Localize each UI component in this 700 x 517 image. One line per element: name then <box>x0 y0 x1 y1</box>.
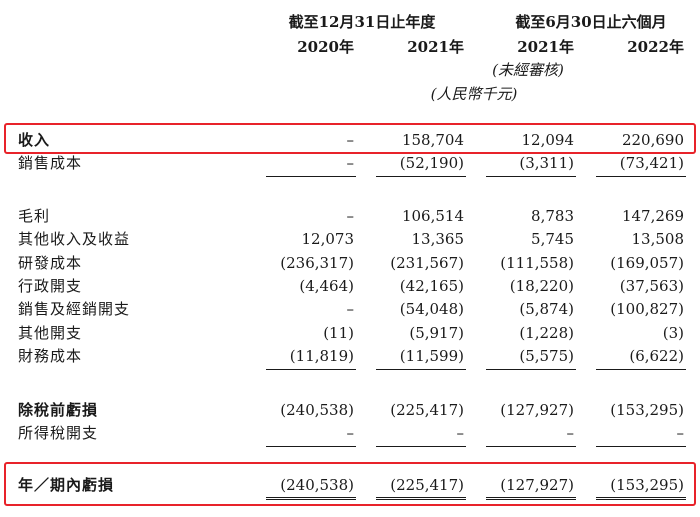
cell-gross-profit-2022h1: 147,269 <box>621 207 684 225</box>
cell-cost-of-sales-2022h1: (73,421) <box>619 154 684 172</box>
cell-other-income-2020: 12,073 <box>301 230 355 248</box>
total-double-rule <box>486 497 576 500</box>
cell-cost-of-sales-2020: – <box>346 154 355 172</box>
cell-loss-for-period-2020: (240,538) <box>280 476 354 494</box>
cell-selling-distribution-2020: – <box>346 300 355 318</box>
row-label-rnd-costs: 研發成本 <box>18 254 83 272</box>
subtotal-rule <box>596 369 686 370</box>
row-label-income-tax: 所得稅開支 <box>18 424 99 442</box>
cell-finance-costs-2021: (11,599) <box>399 347 464 365</box>
cell-rnd-costs-2021h1: (111,558) <box>500 254 574 272</box>
subtotal-rule <box>376 369 466 370</box>
cell-income-tax-2020: – <box>346 424 355 442</box>
cell-loss-before-tax-2021h1: (127,927) <box>500 401 574 419</box>
cell-revenue-2021h1: 12,094 <box>521 131 575 149</box>
header-six-months-ended-jun30: 截至6月30日止六個月 <box>515 13 667 31</box>
highlight-loss-row <box>4 462 696 506</box>
highlight-revenue-row <box>4 123 696 154</box>
subtotal-rule <box>486 369 576 370</box>
subtotal-rule <box>266 176 356 177</box>
row-label-admin-expenses: 行政開支 <box>18 277 83 295</box>
total-double-rule <box>266 497 356 500</box>
header-year-2020: 2020年 <box>297 38 354 56</box>
cell-selling-distribution-2022h1: (100,827) <box>610 300 684 318</box>
cell-finance-costs-2021h1: (5,575) <box>519 347 574 365</box>
header-year-2021-interim: 2021年 <box>517 38 574 56</box>
cell-loss-for-period-2021h1: (127,927) <box>500 476 574 494</box>
row-label-other-expenses: 其他開支 <box>18 324 83 342</box>
subtotal-rule <box>596 176 686 177</box>
row-label-selling-distribution: 銷售及經銷開支 <box>18 300 131 318</box>
header-year-2021-annual: 2021年 <box>407 38 464 56</box>
cell-other-income-2021: 13,365 <box>411 230 465 248</box>
cell-selling-distribution-2021: (54,048) <box>399 300 464 318</box>
cell-gross-profit-2021h1: 8,783 <box>531 207 574 225</box>
cell-admin-expenses-2020: (4,464) <box>299 277 354 295</box>
row-label-loss-before-tax: 除稅前虧損 <box>18 401 99 419</box>
cell-income-tax-2022h1: – <box>676 424 685 442</box>
cell-rnd-costs-2020: (236,317) <box>280 254 354 272</box>
subtotal-rule <box>486 446 576 447</box>
subtotal-rule <box>376 446 466 447</box>
cell-other-expenses-2020: (11) <box>323 324 354 342</box>
cell-other-expenses-2021h1: (1,228) <box>519 324 574 342</box>
subtotal-rule <box>486 176 576 177</box>
cell-loss-before-tax-2022h1: (153,295) <box>610 401 684 419</box>
cell-revenue-2020: – <box>346 131 355 149</box>
cell-income-tax-2021: – <box>456 424 465 442</box>
row-label-finance-costs: 財務成本 <box>18 347 83 365</box>
row-label-revenue: 收入 <box>18 131 51 149</box>
cell-gross-profit-2020: – <box>346 207 355 225</box>
subtotal-rule <box>376 176 466 177</box>
cell-finance-costs-2020: (11,819) <box>289 347 354 365</box>
unaudited-note: (未經審核) <box>492 61 564 79</box>
row-label-gross-profit: 毛利 <box>18 207 51 225</box>
row-label-other-income: 其他收入及收益 <box>18 230 131 248</box>
total-double-rule <box>596 497 686 500</box>
cell-admin-expenses-2022h1: (37,563) <box>619 277 684 295</box>
cell-other-income-2021h1: 5,745 <box>531 230 574 248</box>
row-label-cost-of-sales: 銷售成本 <box>18 154 83 172</box>
unit-note: (人民幣千元) <box>430 85 518 103</box>
cell-rnd-costs-2021: (231,567) <box>390 254 464 272</box>
cell-income-tax-2021h1: – <box>566 424 575 442</box>
total-double-rule <box>376 497 466 500</box>
subtotal-rule <box>266 446 356 447</box>
cell-selling-distribution-2021h1: (5,874) <box>519 300 574 318</box>
row-label-loss-for-period: 年／期內虧損 <box>18 476 115 494</box>
cell-admin-expenses-2021: (42,165) <box>399 277 464 295</box>
cell-finance-costs-2022h1: (6,622) <box>629 347 684 365</box>
cell-rnd-costs-2022h1: (169,057) <box>610 254 684 272</box>
cell-cost-of-sales-2021: (52,190) <box>399 154 464 172</box>
subtotal-rule <box>596 446 686 447</box>
cell-other-expenses-2022h1: (3) <box>662 324 684 342</box>
cell-other-expenses-2021: (5,917) <box>409 324 464 342</box>
header-year-2022-interim: 2022年 <box>627 38 684 56</box>
cell-revenue-2021: 158,704 <box>401 131 464 149</box>
cell-loss-for-period-2022h1: (153,295) <box>610 476 684 494</box>
cell-loss-for-period-2021: (225,417) <box>390 476 464 494</box>
cell-gross-profit-2021: 106,514 <box>401 207 464 225</box>
cell-loss-before-tax-2020: (240,538) <box>280 401 354 419</box>
cell-other-income-2022h1: 13,508 <box>631 230 685 248</box>
cell-revenue-2022h1: 220,690 <box>621 131 684 149</box>
subtotal-rule <box>266 369 356 370</box>
cell-admin-expenses-2021h1: (18,220) <box>509 277 574 295</box>
cell-cost-of-sales-2021h1: (3,311) <box>519 154 574 172</box>
header-year-ended-dec31: 截至12月31日止年度 <box>288 13 436 31</box>
cell-loss-before-tax-2021: (225,417) <box>390 401 464 419</box>
